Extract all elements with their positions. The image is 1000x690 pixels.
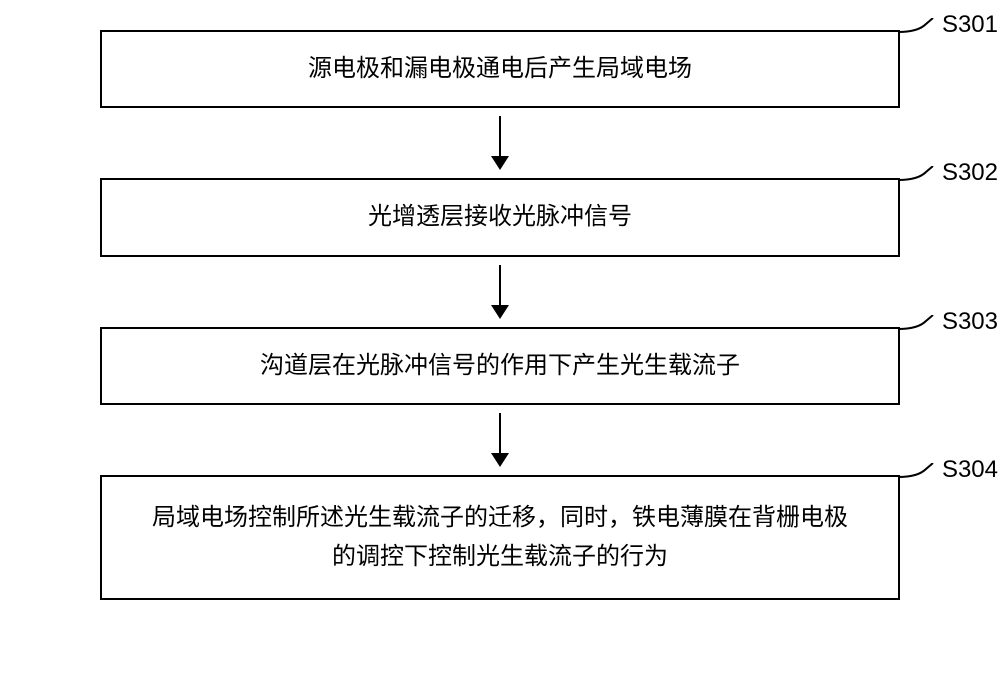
step-label-2: S302 — [942, 154, 998, 192]
step-wrapper-4: 局域电场控制所述光生载流子的迁移，同时，铁电薄膜在背栅电极的调控下控制光生载流子… — [50, 475, 950, 600]
step-wrapper-2: 光增透层接收光脉冲信号 S302 — [50, 178, 950, 326]
step-label-3: S303 — [942, 303, 998, 341]
step-box-2: 光增透层接收光脉冲信号 S302 — [100, 178, 900, 256]
step-label-1: S301 — [942, 6, 998, 44]
step-box-4: 局域电场控制所述光生载流子的迁移，同时，铁电薄膜在背栅电极的调控下控制光生载流子… — [100, 475, 900, 600]
step-text-3: 沟道层在光脉冲信号的作用下产生光生载流子 — [260, 347, 740, 385]
arrow-line-3 — [499, 413, 501, 453]
step-text-4: 局域电场控制所述光生载流子的迁移，同时，铁电薄膜在背栅电极的调控下控制光生载流子… — [142, 499, 858, 576]
arrow-line-1 — [499, 116, 501, 156]
step-wrapper-3: 沟道层在光脉冲信号的作用下产生光生载流子 S303 — [50, 327, 950, 475]
arrow-3 — [491, 413, 509, 467]
arrow-head-3 — [491, 453, 509, 467]
step-wrapper-1: 源电极和漏电极通电后产生局域电场 S301 — [50, 30, 950, 178]
step-text-1: 源电极和漏电极通电后产生局域电场 — [308, 50, 692, 88]
step-box-1: 源电极和漏电极通电后产生局域电场 S301 — [100, 30, 900, 108]
step-text-2: 光增透层接收光脉冲信号 — [368, 198, 632, 236]
step-box-3: 沟道层在光脉冲信号的作用下产生光生载流子 S303 — [100, 327, 900, 405]
arrow-head-1 — [491, 156, 509, 170]
arrow-head-2 — [491, 305, 509, 319]
arrow-2 — [491, 265, 509, 319]
flowchart-container: 源电极和漏电极通电后产生局域电场 S301 光增透层接收光脉冲信号 S302 — [50, 30, 950, 600]
arrow-1 — [491, 116, 509, 170]
arrow-line-2 — [499, 265, 501, 305]
step-label-4: S304 — [942, 451, 998, 489]
